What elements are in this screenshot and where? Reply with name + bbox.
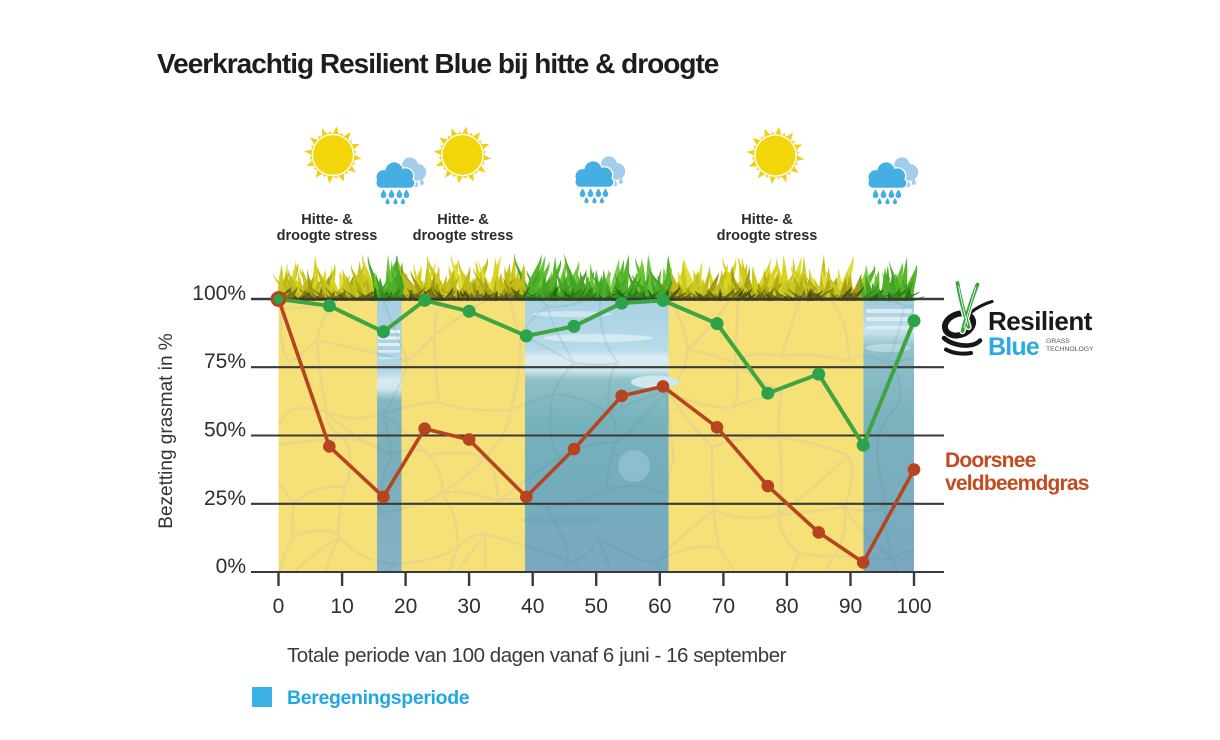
svg-text:90: 90 — [839, 595, 862, 618]
svg-text:Totale periode van 100 dagen v: Totale periode van 100 dagen vanaf 6 jun… — [287, 644, 787, 667]
svg-text:Hitte- &: Hitte- & — [741, 212, 793, 228]
svg-text:10: 10 — [330, 595, 353, 618]
svg-text:100%: 100% — [192, 282, 246, 305]
svg-text:75%: 75% — [204, 350, 246, 373]
svg-text:Beregeningsperiode: Beregeningsperiode — [287, 687, 470, 709]
svg-text:25%: 25% — [204, 487, 246, 510]
svg-text:Veerkrachtig Resilient Blue bi: Veerkrachtig Resilient Blue bij hitte & … — [157, 48, 719, 79]
svg-text:50: 50 — [585, 595, 608, 618]
svg-text:Resilient: Resilient — [988, 306, 1093, 336]
svg-text:0%: 0% — [216, 555, 246, 578]
svg-text:droogte stress: droogte stress — [717, 228, 818, 244]
svg-text:0: 0 — [273, 595, 285, 618]
svg-text:GRASS: GRASS — [1046, 338, 1070, 345]
svg-text:TECHNOLOGY: TECHNOLOGY — [1046, 346, 1094, 353]
svg-text:veldbeemdgras: veldbeemdgras — [945, 472, 1089, 495]
svg-text:100: 100 — [896, 595, 931, 618]
svg-text:Blue: Blue — [988, 333, 1040, 361]
svg-text:60: 60 — [648, 595, 671, 618]
svg-text:Hitte- &: Hitte- & — [301, 212, 353, 228]
svg-text:70: 70 — [712, 595, 735, 618]
svg-text:Hitte- &: Hitte- & — [437, 212, 489, 228]
svg-text:50%: 50% — [204, 419, 246, 442]
svg-text:20: 20 — [394, 595, 417, 618]
svg-text:40: 40 — [521, 595, 544, 618]
svg-text:droogte stress: droogte stress — [413, 228, 514, 244]
svg-text:droogte stress: droogte stress — [277, 228, 378, 244]
svg-text:Doorsnee: Doorsnee — [945, 449, 1036, 472]
svg-text:80: 80 — [775, 595, 798, 618]
svg-text:30: 30 — [457, 595, 480, 618]
svg-text:Bezetting grasmat in %: Bezetting grasmat in % — [156, 333, 177, 528]
